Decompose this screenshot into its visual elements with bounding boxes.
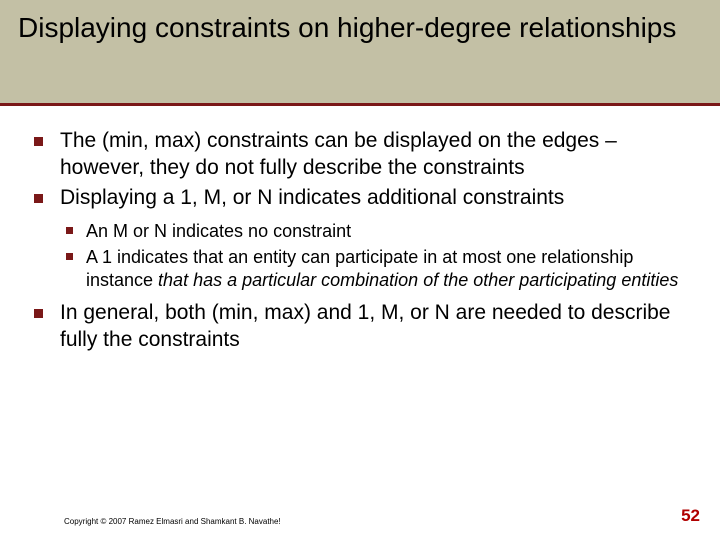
slide-footer: Copyright © 2007 Ramez Elmasri and Shamk… <box>0 506 720 526</box>
slide-title: Displaying constraints on higher-degree … <box>18 10 702 45</box>
bullet-item: Displaying a 1, M, or N indicates additi… <box>30 185 690 292</box>
sub-bullet-item: A 1 indicates that an entity can partici… <box>60 246 690 292</box>
sub-bullet-list: An M or N indicates no constraint A 1 in… <box>60 220 690 292</box>
slide-body: The (min, max) constraints can be displa… <box>0 106 720 353</box>
bullet-text-italic: that has a particular combination of the… <box>158 270 678 290</box>
slide-header: Displaying constraints on higher-degree … <box>0 0 720 106</box>
bullet-item: The (min, max) constraints can be displa… <box>30 128 690 182</box>
bullet-text: Displaying a 1, M, or N indicates additi… <box>60 186 564 209</box>
bullet-text: In general, both (min, max) and 1, M, or… <box>60 301 671 351</box>
bullet-text: An M or N indicates no constraint <box>86 221 351 241</box>
copyright-text: Copyright © 2007 Ramez Elmasri and Shamk… <box>64 517 281 526</box>
bullet-list: The (min, max) constraints can be displa… <box>30 128 690 353</box>
bullet-item: In general, both (min, max) and 1, M, or… <box>30 300 690 354</box>
page-number: 52 <box>681 506 700 526</box>
sub-bullet-item: An M or N indicates no constraint <box>60 220 690 243</box>
bullet-text: The (min, max) constraints can be displa… <box>60 129 617 179</box>
